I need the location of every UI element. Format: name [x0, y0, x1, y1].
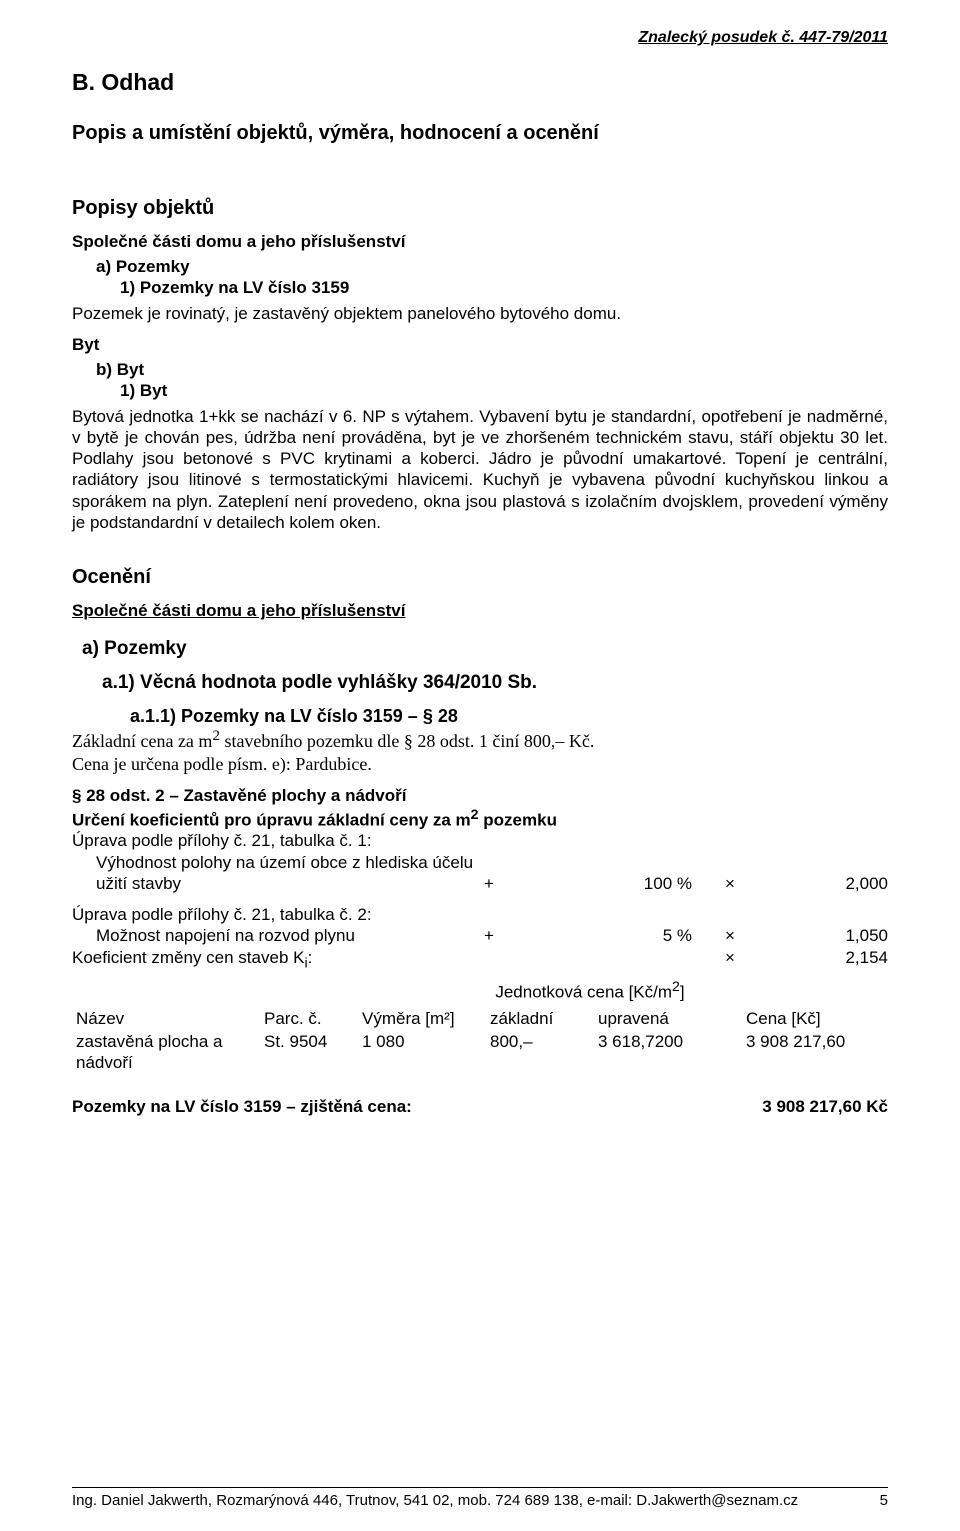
td-cena: 3 908 217,60	[742, 1030, 888, 1075]
moznost-val: 1,050	[768, 925, 888, 946]
uprava1-line: Úprava podle přílohy č. 21, tabulka č. 1…	[72, 830, 888, 851]
oceneni-title: Ocenění	[72, 565, 888, 590]
par28-title: § 28 odst. 2 – Zastavěné plochy a nádvoř…	[72, 785, 888, 806]
zakladni-cena-line1a: Základní cena za m	[72, 731, 212, 751]
koef-text: Koeficient změny cen staveb K	[72, 948, 304, 967]
vyhodnost-line1: Výhodnost polohy na území obce z hledisk…	[96, 852, 888, 873]
footer-page-number: 5	[880, 1492, 888, 1511]
koef-mult: ×	[700, 947, 760, 968]
koef-val: 2,154	[768, 947, 888, 968]
footer: Ing. Daniel Jakwerth, Rozmarýnová 446, T…	[72, 1487, 888, 1511]
footer-row: Ing. Daniel Jakwerth, Rozmarýnová 446, T…	[72, 1492, 888, 1511]
section-b-title: B. Odhad	[72, 68, 888, 97]
td-parc: St. 9504	[260, 1030, 358, 1075]
a1-pozemky-label: 1) Pozemky na LV číslo 3159	[120, 277, 888, 298]
td-nazev: zastavěná plocha a nádvoří	[72, 1030, 260, 1075]
urceni-koef-line: Určení koeficientů pro úpravu základní c…	[72, 807, 888, 831]
td-zakladni: 800,–	[486, 1030, 594, 1075]
oceneni-a-pozemky: a) Pozemky	[82, 637, 888, 661]
result-value: 3 908 217,60 Kč	[762, 1096, 888, 1117]
th-vymera: Výměra [m²]	[358, 1007, 486, 1030]
koef-line: Koeficient změny cen staveb Ki:	[72, 947, 466, 973]
jednot-line: Jednotková cena [Kč/m2]	[292, 979, 888, 1003]
footer-left: Ing. Daniel Jakwerth, Rozmarýnová 446, T…	[72, 1492, 798, 1511]
header-doc-id: Znalecký posudek č. 447-79/2011	[72, 28, 888, 48]
td-vymera: 1 080	[358, 1030, 486, 1075]
zakladni-cena-line2: Cena je určena podle písm. e): Pardubice…	[72, 753, 888, 776]
urceni-koef-suffix: pozemku	[479, 810, 557, 829]
vyhodnost-row: užití stavby + 100 % × 2,000	[72, 873, 888, 894]
pozemky-table: Název Parc. č. Výměra [m²] základní upra…	[72, 1007, 888, 1075]
vyhodnost-pct: 100 %	[512, 873, 692, 894]
result-row: Pozemky na LV číslo 3159 – zjištěná cena…	[72, 1096, 888, 1117]
oceneni-spolecne-title: Společné části domu a jeho příslušenství	[72, 600, 888, 621]
b-byt-label: b) Byt	[96, 359, 888, 380]
th-nazev: Název	[72, 1007, 260, 1030]
byt-text: Bytová jednotka 1+kk se nachází v 6. NP …	[72, 406, 888, 534]
zakladni-cena-line1b: stavebního pozemku dle § 28 odst. 1 činí…	[220, 731, 594, 751]
td-upravena: 3 618,7200	[594, 1030, 742, 1075]
vyhodnost-val: 2,000	[768, 873, 888, 894]
oceneni-a1-title: a.1) Věcná hodnota podle vyhlášky 364/20…	[102, 671, 888, 695]
jednot-text: Jednotková cena [Kč/m	[495, 982, 672, 1001]
th-upravena: upravená	[594, 1007, 742, 1030]
pozemek-text: Pozemek je rovinatý, je zastavěný objekt…	[72, 303, 888, 324]
uprava2-line: Úprava podle přílohy č. 21, tabulka č. 2…	[72, 904, 888, 925]
th-cena: Cena [Kč]	[742, 1007, 888, 1030]
koef-row: Koeficient změny cen staveb Ki: × 2,154	[72, 947, 888, 973]
table-row: zastavěná plocha a nádvoří St. 9504 1 08…	[72, 1030, 888, 1075]
result-label: Pozemky na LV číslo 3159 – zjištěná cena…	[72, 1096, 762, 1117]
spolecne-casti-title: Společné části domu a jeho příslušenství	[72, 231, 888, 252]
b1-byt-label: 1) Byt	[120, 380, 888, 401]
oceneni-a11-title: a.1.1) Pozemky na LV číslo 3159 – § 28	[130, 705, 888, 728]
a-pozemky-label: a) Pozemky	[96, 256, 888, 277]
moznost-line: Možnost napojení na rozvod plynu	[96, 925, 466, 946]
page: Znalecký posudek č. 447-79/2011 B. Odhad…	[0, 0, 960, 1531]
footer-rule	[72, 1487, 888, 1488]
table-header-row: Název Parc. č. Výměra [m²] základní upra…	[72, 1007, 888, 1030]
byt-title: Byt	[72, 334, 888, 355]
moznost-row: Možnost napojení na rozvod plynu + 5 % ×…	[72, 925, 888, 946]
vyhodnost-sign: +	[474, 873, 504, 894]
koef-colon: :	[308, 948, 313, 967]
vyhodnost-mult: ×	[700, 873, 760, 894]
vyhodnost-line2: užití stavby	[96, 873, 466, 894]
moznost-mult: ×	[700, 925, 760, 946]
moznost-sign: +	[474, 925, 504, 946]
th-zakladni: základní	[486, 1007, 594, 1030]
moznost-pct: 5 %	[512, 925, 692, 946]
section-b-subtitle: Popis a umístění objektů, výměra, hodnoc…	[72, 121, 888, 146]
popisy-objektu-title: Popisy objektů	[72, 196, 888, 221]
jednot-suffix: ]	[680, 982, 685, 1001]
urceni-koef-text: Určení koeficientů pro úpravu základní c…	[72, 810, 471, 829]
zakladni-cena-line1: Základní cena za m2 stavebního pozemku d…	[72, 727, 888, 753]
th-parc: Parc. č.	[260, 1007, 358, 1030]
